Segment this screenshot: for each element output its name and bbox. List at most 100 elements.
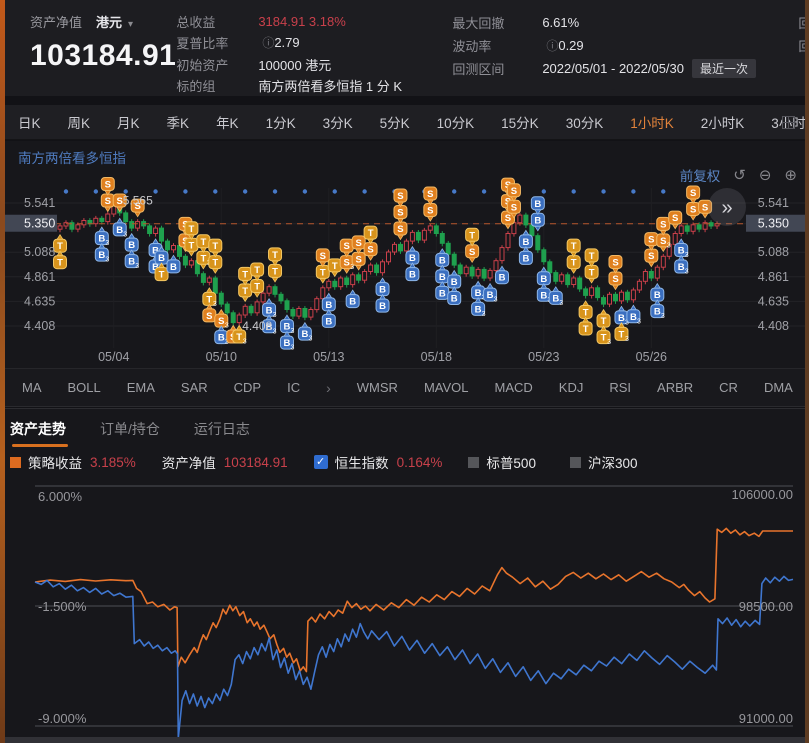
indicator-tab-MACD[interactable]: MACD	[494, 379, 533, 395]
trade-marker-B[interactable]: B	[124, 232, 139, 252]
legend-checkbox[interactable]: ✓	[313, 455, 328, 469]
timeframe-tab-5分K[interactable]: 5分K	[379, 116, 410, 131]
trade-marker-T[interactable]: T	[315, 264, 330, 284]
trade-marker-T[interactable]: T	[184, 221, 199, 241]
indicator-tab-MAVOL[interactable]: MAVOL	[423, 379, 469, 395]
trade-marker-B[interactable]: B	[375, 277, 390, 297]
info-icon[interactable]: ⓘ	[546, 39, 559, 53]
trade-marker-S[interactable]: S	[393, 204, 408, 224]
indicator-tab-DMA[interactable]: DMA	[763, 379, 793, 395]
trade-marker-T[interactable]: T	[363, 225, 378, 245]
trade-marker-S[interactable]: S	[100, 177, 115, 196]
trade-marker-T[interactable]: T	[566, 255, 581, 274]
indicator-tab-CDP[interactable]: CDP	[233, 379, 262, 395]
trade-marker-S[interactable]: S	[423, 203, 438, 222]
trade-marker-S[interactable]: S	[608, 271, 623, 291]
trade-marker-T[interactable]: T	[465, 227, 480, 247]
trade-marker-B[interactable]: B	[435, 281, 450, 300]
indicator-tab-WMSR[interactable]: WMSR	[356, 379, 398, 395]
trade-marker-B[interactable]: B	[518, 229, 533, 249]
timeframe-tab-10分K[interactable]: 10分K	[436, 116, 475, 131]
trade-marker-B[interactable]: B	[435, 248, 450, 267]
trade-marker-S[interactable]: S	[130, 198, 145, 218]
trade-marker-T[interactable]: T	[327, 258, 342, 278]
timeframe-tab-1分K[interactable]: 1分K	[265, 116, 296, 131]
zoom-out-icon[interactable]: ⊖	[758, 167, 772, 184]
trade-marker-T[interactable]: T	[584, 264, 599, 284]
panel-tab-资产走势[interactable]: 资产走势	[10, 419, 68, 447]
timeframe-tab-季K[interactable]: 季K	[166, 116, 190, 131]
indicator-tab-BOLL[interactable]: BOLL	[67, 379, 101, 395]
timeframe-tab-15分K[interactable]: 15分K	[501, 116, 539, 131]
trade-marker-B[interactable]: B	[405, 262, 420, 282]
zoom-in-icon[interactable]: ⊕	[784, 167, 797, 184]
trade-marker-T[interactable]: T	[53, 250, 67, 270]
trade-marker-T[interactable]: T	[154, 262, 169, 282]
trade-marker-T[interactable]: T	[578, 300, 593, 319]
trade-marker-S[interactable]: S	[698, 199, 713, 219]
trade-marker-S[interactable]: S	[644, 232, 659, 251]
trade-marker-B[interactable]: B	[530, 196, 545, 216]
panel-tab-订单/持仓[interactable]: 订单/持仓	[100, 421, 160, 437]
timeframe-tab-月K[interactable]: 月K	[117, 116, 140, 131]
indicator-tab-KDJ[interactable]: KDJ	[558, 379, 584, 395]
indicator-tab-MA[interactable]: MA	[22, 379, 42, 395]
indicator-tab-CR[interactable]: CR	[719, 379, 738, 395]
trade-marker-T[interactable]: T	[584, 248, 599, 268]
trade-marker-S[interactable]: S	[465, 244, 480, 264]
chevron-down-icon[interactable]: ▾	[128, 19, 134, 30]
indicator-tab-SAR[interactable]: SAR	[180, 379, 208, 395]
undo-icon[interactable]: ↺	[733, 167, 746, 184]
trade-marker-S[interactable]: S	[656, 216, 671, 236]
trade-marker-S[interactable]: S	[686, 185, 701, 205]
trade-marker-S[interactable]: S	[506, 183, 521, 203]
trade-marker-T[interactable]: T	[196, 234, 211, 254]
trade-marker-B[interactable]: B	[495, 265, 510, 285]
indicator-tab-IC[interactable]: IC	[287, 379, 301, 395]
trade-marker-S[interactable]: S	[644, 248, 659, 268]
trade-marker-B[interactable]: B	[345, 289, 360, 309]
trade-marker-T[interactable]: T	[53, 233, 67, 253]
trade-marker-T[interactable]: T	[250, 279, 265, 298]
trade-marker-S[interactable]: S	[393, 188, 408, 208]
trade-marker-S[interactable]: S	[112, 193, 127, 213]
chevron-right-icon[interactable]: ›	[326, 379, 331, 396]
trade-marker-T[interactable]: T	[250, 262, 265, 282]
trade-marker-S[interactable]: S	[668, 210, 683, 230]
trade-marker-B[interactable]: B	[321, 309, 336, 328]
indicator-tab-RSI[interactable]: RSI	[609, 379, 632, 395]
trade-marker-S[interactable]: S	[500, 210, 515, 230]
trade-marker-B[interactable]: B	[405, 245, 420, 265]
trade-marker-S[interactable]: S	[315, 248, 330, 268]
trade-marker-B[interactable]: B	[154, 245, 169, 265]
timeframe-tab-周K[interactable]: 周K	[67, 116, 91, 131]
equity-chart[interactable]: 6.000% -1.500% -9.000% 106000.00 98500.00 910…	[0, 477, 809, 742]
kline-chart[interactable]: TTB3B3SSSB3BB3SBBBTBSSTTT3TT3STTS3B3ST3T…	[0, 141, 809, 368]
trade-marker-T[interactable]: T	[208, 238, 223, 258]
trade-marker-T[interactable]: T	[184, 237, 199, 257]
trade-marker-T[interactable]: T	[238, 266, 253, 286]
trade-marker-S[interactable]: S	[423, 186, 438, 206]
trade-marker-B[interactable]: B	[166, 254, 181, 274]
trade-marker-B[interactable]: B	[447, 286, 462, 306]
indicator-tab-EMA[interactable]: EMA	[126, 379, 155, 395]
trade-marker-T[interactable]: T	[596, 308, 611, 328]
timeframe-tab-日K[interactable]: 日K	[18, 116, 41, 131]
